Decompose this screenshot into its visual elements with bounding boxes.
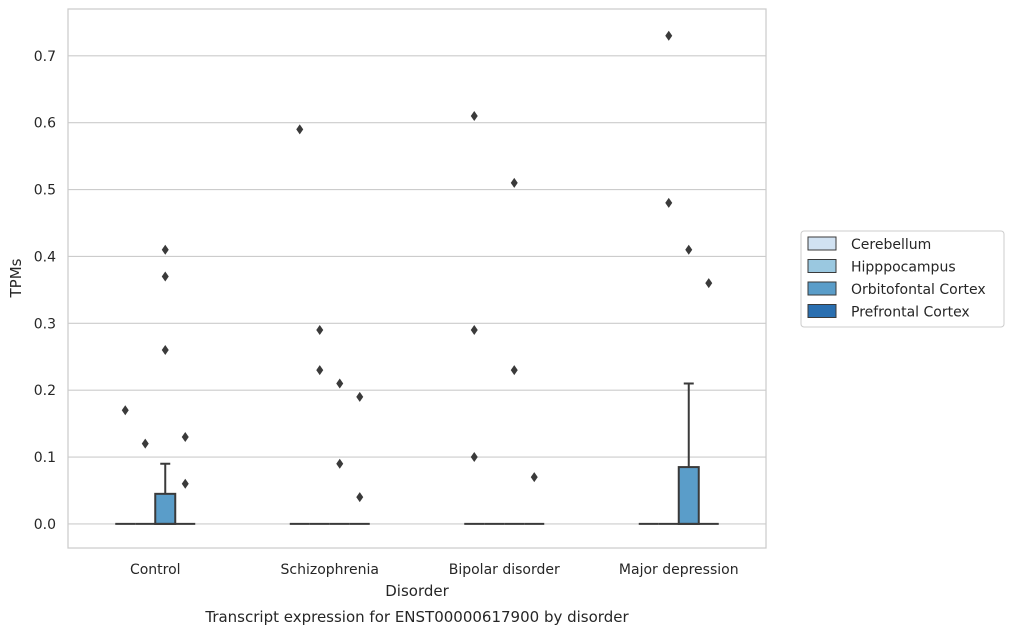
box-hipppocampus xyxy=(309,324,330,525)
outlier-point xyxy=(121,405,129,416)
box-prefrontal-cortex xyxy=(524,472,545,525)
outlier-point xyxy=(510,365,518,376)
chart-caption: Transcript expression for ENST0000061790… xyxy=(204,608,629,626)
box-plots xyxy=(115,30,719,525)
outlier-point xyxy=(470,324,478,335)
box-body xyxy=(154,492,177,525)
box-prefrontal-cortex xyxy=(349,391,370,525)
outlier-point xyxy=(141,438,149,449)
outlier-point xyxy=(356,492,364,503)
outlier-point xyxy=(530,472,538,483)
outlier-point xyxy=(316,365,324,376)
outlier-point xyxy=(470,110,478,121)
y-axis-label: TPMs xyxy=(7,258,25,298)
outlier-point xyxy=(336,458,344,469)
y-tick-label: 0.4 xyxy=(34,249,56,265)
x-tick-label: Bipolar disorder xyxy=(449,562,560,578)
x-tick-label: Schizophrenia xyxy=(281,562,379,578)
legend-label: Hipppocampus xyxy=(851,260,956,276)
outlier-point xyxy=(356,391,364,402)
y-tick-label: 0.2 xyxy=(34,383,56,399)
legend-swatch xyxy=(807,259,837,273)
box-hipppocampus xyxy=(135,438,156,525)
x-axis-label: Disorder xyxy=(385,582,449,600)
plot-frame xyxy=(67,8,767,549)
y-tick-label: 0.1 xyxy=(34,450,56,466)
outlier-point xyxy=(510,177,518,188)
outlier-point xyxy=(181,478,189,489)
box-cerebellum xyxy=(289,124,310,525)
outlier-point xyxy=(161,345,169,356)
outlier-point xyxy=(470,452,478,463)
legend-frame xyxy=(800,230,1005,328)
y-tick-labels: 0.0 0.1 0.2 0.3 0.4 0.5 0.6 0.7 xyxy=(34,49,56,533)
y-tick-label: 0.7 xyxy=(34,49,56,65)
box-orbitofontal-cortex xyxy=(677,244,700,525)
box-orbitofontal-cortex xyxy=(154,244,177,525)
box-cerebellum xyxy=(115,405,136,525)
legend-swatch xyxy=(807,236,837,251)
outlier-point xyxy=(665,30,673,41)
outlier-point xyxy=(316,324,324,335)
outlier-point xyxy=(296,124,304,135)
box-hipppocampus xyxy=(658,30,679,525)
box-orbitofontal-cortex xyxy=(329,378,350,525)
legend-swatch xyxy=(807,281,837,296)
outlier-point xyxy=(705,278,713,289)
legend-swatch xyxy=(807,304,837,318)
legend-label: Orbitofontal Cortex xyxy=(851,282,986,298)
box-cerebellum xyxy=(464,110,485,525)
outlier-point xyxy=(685,244,693,255)
x-tick-labels: Control Schizophrenia Bipolar disorder Majo… xyxy=(130,562,739,578)
legend-label: Prefrontal Cortex xyxy=(851,305,970,321)
y-tick-label: 0.0 xyxy=(34,517,56,533)
outlier-point xyxy=(181,431,189,442)
legend: Cerebellum Hipppocampus Orbitofontal Corte… xyxy=(800,230,1005,328)
x-tick-label: Major depression xyxy=(619,562,739,578)
outlier-point xyxy=(665,197,673,208)
outlier-point xyxy=(161,244,169,255)
grid-lines xyxy=(68,55,766,525)
box-body xyxy=(677,466,700,525)
y-tick-label: 0.3 xyxy=(34,316,56,332)
x-tick-label: Control xyxy=(130,562,181,578)
box-prefrontal-cortex xyxy=(698,278,719,525)
plot-background xyxy=(68,9,766,548)
y-tick-label: 0.6 xyxy=(34,116,56,132)
outlier-point xyxy=(336,378,344,389)
outlier-point xyxy=(161,271,169,282)
legend-label: Cerebellum xyxy=(851,237,931,253)
y-tick-label: 0.5 xyxy=(34,183,56,199)
box-prefrontal-cortex xyxy=(175,431,196,525)
box-orbitofontal-cortex xyxy=(504,177,525,525)
